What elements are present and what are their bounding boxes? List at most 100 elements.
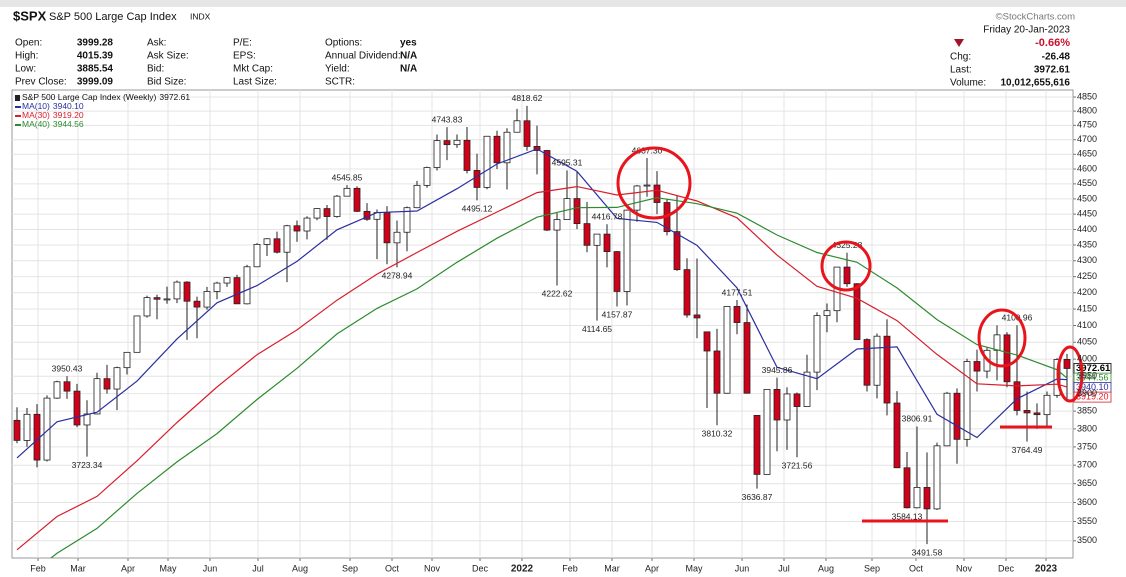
candle-body xyxy=(893,402,901,469)
x-tick-label: 2022 xyxy=(511,564,534,575)
field-label: Ask: xyxy=(147,38,166,49)
candle-body xyxy=(163,298,171,301)
candle-body xyxy=(593,233,601,246)
x-tick-label: Apr xyxy=(121,563,135,573)
candle-body xyxy=(413,184,421,209)
candle-body xyxy=(483,135,491,188)
stat-label: Last: xyxy=(950,65,972,76)
y-tick-label: 4850 xyxy=(1077,91,1097,101)
candle-body xyxy=(823,310,831,317)
change-pct: -0.66% xyxy=(1035,37,1070,49)
legend-label: MA(10) xyxy=(22,101,50,111)
date: Friday 20-Jan-2023 xyxy=(983,25,1070,36)
candle-body xyxy=(773,388,781,421)
legend-icon xyxy=(15,95,20,101)
candle-body xyxy=(443,140,451,146)
candle-body xyxy=(843,266,851,285)
candle-body xyxy=(473,170,481,188)
field-label: Low: xyxy=(15,64,36,75)
price-annotation: 4637.30 xyxy=(632,145,663,155)
field-label: High: xyxy=(15,51,38,62)
plot xyxy=(13,105,1071,558)
legend-entry: MA(10) 3940.10 xyxy=(22,101,84,111)
y-tick-label: 3700 xyxy=(1077,460,1097,470)
x-tick-label: Dec xyxy=(998,563,1015,573)
y-tick-label: 3850 xyxy=(1077,406,1097,416)
x-tick-label: Sep xyxy=(864,563,880,573)
x-tick-label: Jun xyxy=(735,563,750,573)
y-tick-label: 4800 xyxy=(1077,105,1097,115)
price-annotation: 4278.94 xyxy=(382,271,413,281)
candle-body xyxy=(333,195,341,217)
x-tick-label: Feb xyxy=(30,563,46,573)
candle-body xyxy=(733,306,741,323)
field-label: Mkt Cap: xyxy=(233,64,273,75)
candle-body xyxy=(253,243,261,268)
field-value: 4015.39 xyxy=(77,51,114,62)
candle-body xyxy=(723,306,731,394)
field-value: N/A xyxy=(400,51,417,62)
top-strip xyxy=(0,0,1126,7)
ma-line xyxy=(50,197,1068,558)
field-value: N/A xyxy=(400,64,417,75)
y-tick-label: 4050 xyxy=(1077,337,1097,347)
highlight-circle xyxy=(977,308,1027,368)
candle-body xyxy=(553,219,561,231)
candle-body xyxy=(23,413,31,441)
y-tick-label: 4600 xyxy=(1077,163,1097,173)
candle-body xyxy=(763,388,771,475)
price-annotation: 4114.65 xyxy=(582,324,612,334)
x-tick-label: Jul xyxy=(252,563,264,573)
candle-body xyxy=(913,487,921,509)
price-annotation: 3764.49 xyxy=(1012,445,1043,455)
field-label: Ask Size: xyxy=(147,51,189,62)
field-value: 3999.09 xyxy=(77,77,114,88)
field-label: Annual Dividend: xyxy=(325,51,401,62)
x-tick-label: Apr xyxy=(645,563,659,573)
y-tick-label: 4350 xyxy=(1077,239,1097,249)
candle-body xyxy=(853,283,861,340)
candle-body xyxy=(273,238,281,253)
price-annotation: 4495.12 xyxy=(462,204,493,214)
y-tick-label: 4000 xyxy=(1077,354,1097,364)
price-annotation: 3723.34 xyxy=(72,460,103,470)
candle-body xyxy=(503,131,511,164)
candle-body xyxy=(583,223,591,246)
stat-label: Volume: xyxy=(950,78,986,89)
field-label: Bid Size: xyxy=(147,77,186,88)
legend-label: S&P 500 Large Cap Index (Weekly) xyxy=(22,92,157,102)
x-tick-label: Mar xyxy=(604,563,620,573)
candle-body xyxy=(633,185,641,211)
price-annotation: 4157.87 xyxy=(602,310,633,320)
ma-line xyxy=(16,148,1068,459)
price-annotation: 3810.32 xyxy=(702,428,733,438)
field-label: Yield: xyxy=(325,64,350,75)
y-tick-label: 4500 xyxy=(1077,193,1097,203)
candle-body xyxy=(693,314,701,319)
candle-body xyxy=(323,208,331,217)
candle-body xyxy=(193,300,201,308)
candle-body xyxy=(863,339,871,386)
x-tick-label: Feb xyxy=(562,563,578,573)
candle-body xyxy=(513,120,521,133)
field-value: 3885.54 xyxy=(77,64,114,75)
candle-body xyxy=(43,397,51,461)
candle-body xyxy=(653,184,661,203)
candle-body xyxy=(813,315,821,373)
field-value: yes xyxy=(400,38,417,49)
field-value: 3999.28 xyxy=(77,38,114,49)
value-tag xyxy=(1073,391,1112,403)
x-tick-label: Oct xyxy=(909,563,924,573)
y-tick-label: 3800 xyxy=(1077,423,1097,433)
legend-value: 3972.61 xyxy=(159,92,190,102)
candle-body xyxy=(63,381,71,392)
candle-body xyxy=(493,135,501,164)
stat-value: 10,012,655,616 xyxy=(1000,78,1070,89)
candle-body xyxy=(243,266,251,305)
legend-entry: MA(30) 3919.20 xyxy=(22,110,84,120)
price-annotation: 4818.62 xyxy=(512,93,543,103)
candle-body xyxy=(73,390,81,426)
y-tick-label: 4400 xyxy=(1077,224,1097,234)
price-annotation: 4545.85 xyxy=(332,172,363,182)
x-tick-label: Nov xyxy=(956,563,973,573)
